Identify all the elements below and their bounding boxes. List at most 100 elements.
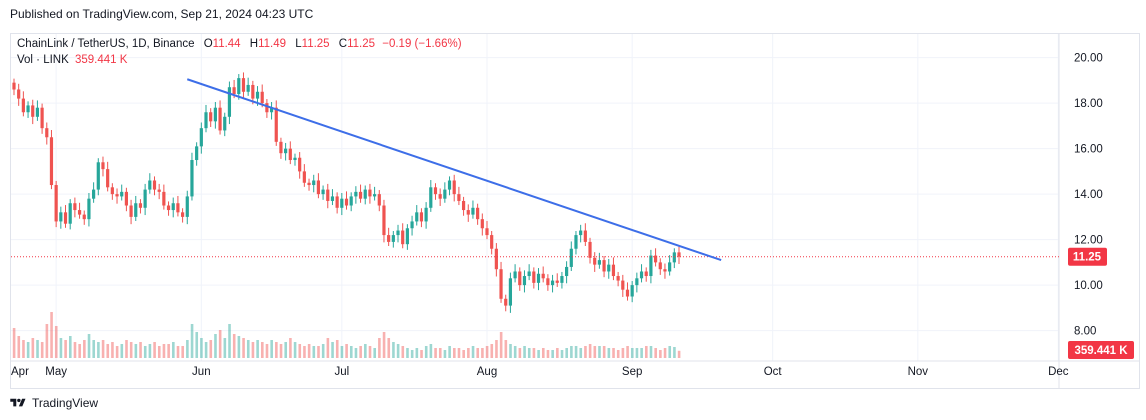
candle-body[interactable]	[349, 196, 353, 206]
candle-body[interactable]	[21, 98, 25, 113]
candle-body[interactable]	[621, 280, 625, 290]
candle-body[interactable]	[415, 212, 419, 222]
candle-body[interactable]	[124, 191, 128, 206]
candle-body[interactable]	[279, 141, 283, 154]
candle-body[interactable]	[677, 252, 681, 257]
candle-body[interactable]	[302, 171, 306, 183]
candle-body[interactable]	[59, 212, 63, 222]
chart-frame[interactable]: 20.00 18.00 16.00 14.00 12.00 10.00 8.00 11.25 3…	[10, 33, 1140, 389]
candle-body[interactable]	[663, 269, 667, 272]
candle-body[interactable]	[499, 269, 503, 299]
candle-body[interactable]	[593, 257, 597, 265]
candle-body[interactable]	[298, 157, 302, 172]
candle-body[interactable]	[461, 200, 466, 211]
candle-body[interactable]	[82, 214, 86, 220]
candle-body[interactable]	[527, 271, 531, 277]
candle-body[interactable]	[68, 203, 72, 224]
candle-body[interactable]	[625, 289, 630, 297]
candle-body[interactable]	[490, 235, 494, 249]
candle-body[interactable]	[546, 278, 550, 286]
candle-body[interactable]	[639, 271, 644, 279]
candle-body[interactable]	[405, 228, 409, 245]
candle-body[interactable]	[438, 194, 442, 199]
candle-body[interactable]	[522, 276, 527, 286]
candle-body[interactable]	[185, 196, 189, 217]
candle-body[interactable]	[87, 198, 91, 220]
candle-body[interactable]	[424, 207, 428, 222]
candle-body[interactable]	[204, 112, 208, 129]
candle-body[interactable]	[63, 212, 68, 224]
candle-body[interactable]	[358, 191, 363, 199]
candle-body[interactable]	[607, 264, 611, 272]
candle-body[interactable]	[166, 205, 171, 211]
candle-body[interactable]	[17, 89, 21, 99]
candle-body[interactable]	[129, 205, 133, 217]
candle-body[interactable]	[115, 194, 119, 197]
candle-body[interactable]	[429, 187, 433, 208]
candle-body[interactable]	[597, 260, 601, 265]
candle-body[interactable]	[616, 276, 620, 281]
candle-body[interactable]	[363, 189, 367, 199]
candle-body[interactable]	[288, 148, 292, 161]
candle-body[interactable]	[157, 189, 161, 192]
candle-body[interactable]	[508, 278, 513, 306]
candle-body[interactable]	[476, 207, 480, 220]
candle-body[interactable]	[565, 266, 569, 277]
trendline[interactable]	[186, 78, 722, 262]
candle-body[interactable]	[274, 107, 278, 142]
candle-body[interactable]	[668, 262, 672, 272]
candle-body[interactable]	[195, 146, 199, 161]
candle-body[interactable]	[672, 252, 676, 263]
candle-body[interactable]	[635, 278, 639, 286]
candle-body[interactable]	[77, 210, 82, 215]
candle-body[interactable]	[377, 194, 381, 206]
candle-body[interactable]	[218, 107, 222, 131]
candle-body[interactable]	[223, 116, 227, 131]
candle-body[interactable]	[653, 255, 658, 263]
candle-body[interactable]	[35, 107, 40, 117]
candle-body[interactable]	[550, 280, 555, 286]
candle-body[interactable]	[410, 221, 414, 229]
candle-body[interactable]	[138, 203, 143, 208]
candle-body[interactable]	[176, 203, 180, 213]
candle-body[interactable]	[251, 84, 255, 99]
footer-brand[interactable]: TradingView	[32, 396, 99, 410]
candle-body[interactable]	[452, 180, 456, 195]
candle-body[interactable]	[120, 191, 124, 197]
candle-body[interactable]	[199, 128, 203, 147]
candle-body[interactable]	[560, 276, 564, 283]
candle-body[interactable]	[96, 162, 100, 190]
candle-body[interactable]	[171, 203, 175, 211]
candle-body[interactable]	[466, 210, 470, 215]
candle-body[interactable]	[73, 203, 77, 211]
candle-body[interactable]	[152, 180, 157, 190]
candle-body[interactable]	[504, 298, 508, 306]
candle-body[interactable]	[443, 189, 447, 199]
candle-body[interactable]	[12, 82, 16, 90]
candle-body[interactable]	[26, 105, 30, 113]
candle-body[interactable]	[532, 271, 536, 283]
candle-body[interactable]	[340, 198, 344, 208]
candle-body[interactable]	[588, 241, 592, 258]
candle-body[interactable]	[494, 248, 498, 270]
candle-body[interactable]	[513, 271, 517, 279]
candle-body[interactable]	[382, 205, 386, 236]
candle-body[interactable]	[630, 285, 634, 297]
candle-body[interactable]	[312, 180, 316, 186]
candle-body[interactable]	[649, 255, 653, 277]
candle-body[interactable]	[555, 280, 559, 283]
candle-body[interactable]	[269, 107, 274, 113]
candle-body[interactable]	[335, 196, 339, 208]
candle-body[interactable]	[180, 212, 185, 217]
candle-body[interactable]	[134, 203, 138, 217]
candle-body[interactable]	[49, 137, 54, 186]
candle-body[interactable]	[611, 264, 616, 277]
candle-body[interactable]	[316, 180, 321, 195]
candle-body[interactable]	[574, 235, 578, 249]
candle-body[interactable]	[321, 189, 325, 195]
candle-body[interactable]	[31, 105, 35, 117]
candle-body[interactable]	[471, 207, 475, 215]
candle-body[interactable]	[232, 87, 236, 95]
candle-body[interactable]	[372, 194, 377, 197]
candle-body[interactable]	[330, 196, 335, 201]
